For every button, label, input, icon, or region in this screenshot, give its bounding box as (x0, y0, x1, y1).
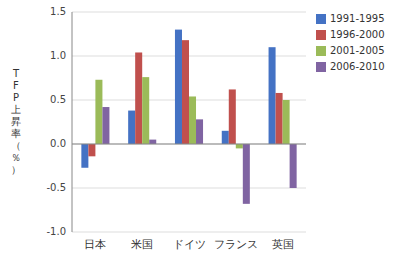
grid-line (72, 188, 306, 189)
y-axis-line (72, 12, 73, 232)
bar (236, 144, 243, 148)
bars (81, 30, 296, 204)
y-tick-label: -1.0 (46, 226, 66, 237)
bar (243, 144, 250, 204)
bar (269, 47, 276, 144)
x-tick-label: 日本 (84, 238, 106, 251)
bar (95, 80, 102, 144)
legend-label: 2001-2005 (330, 45, 385, 56)
zero-line (72, 144, 306, 145)
chart: -1.0 -0.5 0.0 0.5 1.0 1.5 日本 米国 ドイツフランス 英国 TFP上昇率（… (0, 0, 401, 262)
legend-label: 2006-2010 (330, 61, 385, 72)
y-tick-label: 1.5 (50, 6, 66, 17)
grid (72, 12, 306, 232)
bar (149, 140, 156, 144)
bar (175, 30, 182, 144)
y-axis-label: TFP上昇率（％） (11, 68, 21, 175)
legend-swatch (316, 62, 326, 72)
bar (229, 89, 236, 144)
bar (283, 100, 290, 144)
x-tick-label: 英国 (272, 238, 294, 251)
y-tick-label: -0.5 (46, 182, 66, 193)
bar (88, 144, 95, 156)
bar (222, 131, 229, 144)
bar (182, 40, 189, 144)
bar (102, 107, 109, 144)
y-tick-label: 1.0 (50, 50, 66, 61)
bar (135, 52, 142, 144)
grid-line (72, 144, 306, 145)
legend-label: 1996-2000 (330, 29, 385, 40)
legend-swatch (316, 14, 326, 24)
bar (189, 96, 196, 144)
x-tick-label: ドイツ (173, 238, 206, 251)
bar (290, 144, 297, 188)
legend-label: 1991-1995 (330, 13, 385, 24)
bar (276, 93, 283, 144)
bar (128, 111, 135, 144)
grid-line (72, 12, 306, 13)
legend-swatch (316, 30, 326, 40)
y-tick-label: 0.0 (50, 138, 66, 149)
y-tick-label: 0.5 (50, 94, 66, 105)
legend: 1991-1995 1996-2000 2001-2005 2006-2010 (316, 13, 385, 72)
x-tick-label: フランス (214, 238, 258, 251)
x-tick-label: 米国 (131, 238, 153, 251)
legend-swatch (316, 46, 326, 56)
bar (81, 144, 88, 168)
grid-line (72, 232, 306, 233)
bar (142, 77, 149, 144)
bar (196, 119, 203, 144)
